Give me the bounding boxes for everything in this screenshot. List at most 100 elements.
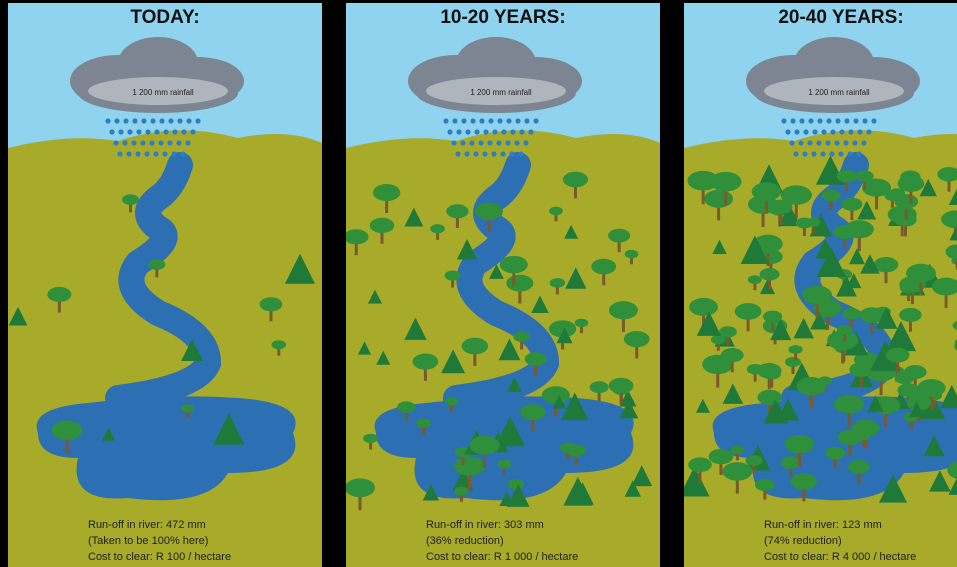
rain-drop [829,151,834,156]
tree-crown [454,487,468,496]
tree-crown [345,478,375,497]
tree-crown [344,229,368,244]
tree-crown [898,175,925,192]
rain-drop [126,151,131,156]
rain-drop [821,129,826,134]
tree-crown [609,378,634,394]
rain-drop [528,129,533,134]
rain-drop [465,129,470,134]
rain-drop [105,118,110,123]
tree-crown [454,457,485,476]
rain-drop [114,118,119,123]
rain-drop [168,118,173,123]
rain-drop [500,151,505,156]
caption-line: Run-off in river: 472 mm [88,519,206,531]
rain-drop [159,118,164,123]
tree-crown [446,204,468,218]
rain-drop [838,151,843,156]
tree-crown [416,418,431,427]
rain-drop [181,129,186,134]
cloud-label: 1 200 mm rainfall [808,88,870,97]
tree-crown [760,268,780,281]
rain-drop [871,118,876,123]
tree-crown [181,404,194,412]
tree-crown [763,311,782,323]
tree-crown [688,457,712,472]
cloud-label: 1 200 mm rainfall [132,88,194,97]
tree-crown [806,218,820,227]
rain-drop [122,140,127,145]
tree-crown [899,308,921,322]
tree-crown [785,357,801,367]
tree-crown [885,191,900,201]
tree-crown [886,348,910,363]
rain-drop [861,140,866,145]
tree-crown [590,381,609,393]
tree-crown [500,256,528,274]
tree-crown [506,275,533,292]
tree-crown [52,421,83,440]
rain-drop [834,140,839,145]
rain-drop [848,129,853,134]
tree-crown [525,352,547,366]
cloud-label: 1 200 mm rainfall [470,88,532,97]
tree-crown [747,364,764,374]
rain-drop [127,129,132,134]
caption-line: Cost to clear: R 1 000 / hectare [426,551,578,563]
rain-drop [144,151,149,156]
tree-crown [789,345,803,354]
rain-drop [488,118,493,123]
rain-drop [811,151,816,156]
rain-drop [523,140,528,145]
rain-drop [470,118,475,123]
tree-crown [758,390,782,405]
caption-line: (36% reduction) [426,535,504,547]
tree-crown [745,455,762,466]
rain-drop [856,151,861,156]
rain-drop [794,129,799,134]
panel-scene: 1 200 mm rainfall 10-20 YEARS: Run-off in … [344,3,660,567]
rain-drop [190,129,195,134]
tree-crown [591,259,616,275]
rain-drop [852,140,857,145]
tree-crown [710,172,741,192]
tree-crown [797,377,827,395]
rain-drop [519,129,524,134]
tree-crown [520,404,545,420]
tree-crown [731,446,745,455]
rain-drop [136,129,141,134]
rain-drop [789,140,794,145]
tree-crown [841,198,862,211]
rain-drop [153,151,158,156]
tree-crown [625,250,639,259]
rain-drop [835,118,840,123]
rain-drop [506,118,511,123]
rain-drop [118,129,123,134]
rain-drop [807,140,812,145]
rain-drop [518,151,523,156]
tree-crown [752,182,781,200]
tree-crown [549,207,563,216]
tree-crown [609,301,638,319]
tree-crown [475,203,503,220]
rain-drop [843,140,848,145]
rain-drop [496,140,501,145]
rain-drop [866,129,871,134]
tree-crown [895,372,915,384]
caption-line: Run-off in river: 303 mm [426,519,544,531]
rain-drop [460,140,465,145]
tree-crown [148,259,165,270]
tree-crown [825,447,845,459]
tree-crown [469,436,499,455]
panel-title: 10-20 YEARS: [440,7,565,28]
rain-drop [109,129,114,134]
rain-drop [167,140,172,145]
panel: 1 200 mm rainfall20-40 YEARS:Run-off in … [679,3,957,567]
tree-crown [719,326,737,337]
rain-drop [469,140,474,145]
tree-crown [497,460,511,469]
tree-crown [837,170,857,183]
caption-line: Run-off in river: 123 mm [764,519,882,531]
tree-crown [762,368,781,380]
caption-line: (Taken to be 100% here) [88,535,208,547]
